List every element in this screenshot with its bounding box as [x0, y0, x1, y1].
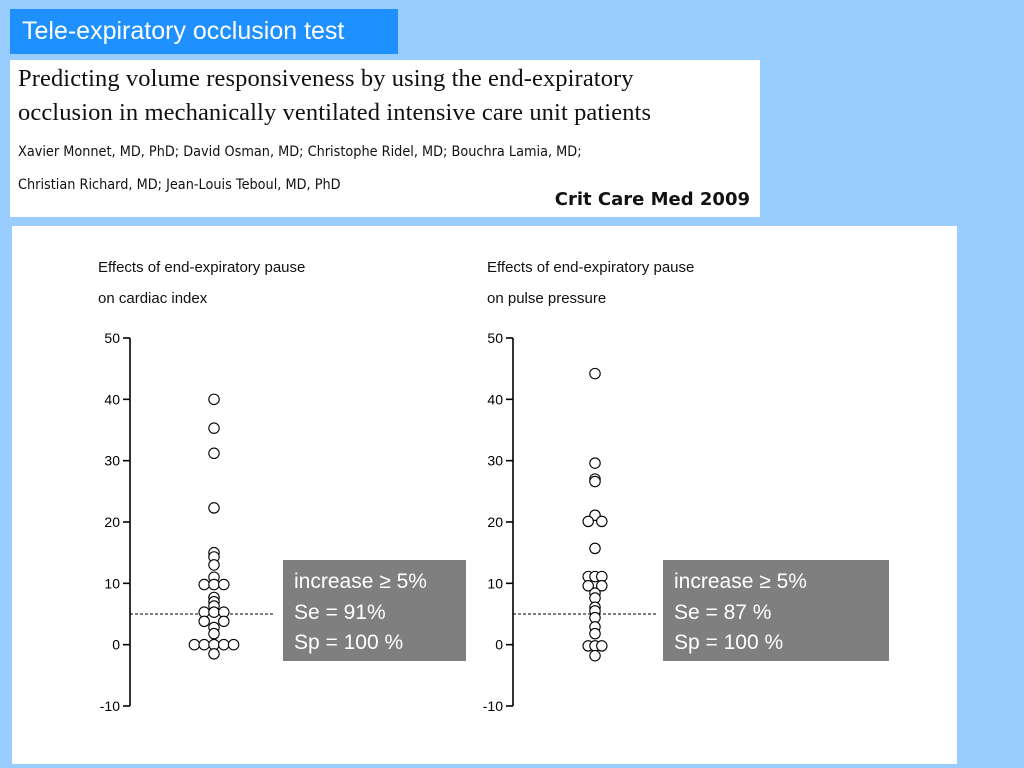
- chart-2-data-point: [596, 580, 608, 592]
- chart-2-caption: Effects of end-expiratory pause on pulse…: [487, 252, 694, 314]
- chart-1-y-tick-label: 40: [104, 391, 120, 407]
- chart-2-data-point: [582, 515, 594, 528]
- chart-1-y-tick-label: 30: [104, 453, 120, 469]
- chart-1-stats-box: increase ≥ 5% Se = 91% Sp = 100 %: [283, 560, 466, 661]
- chart-2-data-point: [596, 515, 608, 528]
- chart-2-stats-sensitivity: Se = 87 %: [674, 600, 772, 624]
- chart-1-data-point: [208, 578, 220, 591]
- authors-line-1: Xavier Monnet, MD, PhD; David Osman, MD;…: [18, 144, 582, 160]
- citation-box: Predicting volume responsiveness by usin…: [10, 60, 760, 217]
- chart-1-data-point: [208, 648, 220, 660]
- chart-2-stats-specificity: Sp = 100 %: [674, 631, 784, 654]
- chart-1-y-tick-label: 20: [104, 514, 120, 530]
- chart-2-stats-box: increase ≥ 5% Se = 87 % Sp = 100 %: [663, 560, 889, 661]
- chart-1-y-tick-label: 50: [104, 330, 120, 346]
- chart-1-data-point: [218, 578, 230, 591]
- authors-line-2: Christian Richard, MD; Jean-Louis Teboul…: [18, 177, 341, 193]
- chart-1-data-point: [198, 578, 210, 591]
- chart-2-y-tick-label: 20: [487, 514, 503, 530]
- chart-2-data-point: [596, 640, 608, 652]
- chart-1-data-point: [227, 638, 240, 651]
- chart-1-data-point: [198, 638, 210, 651]
- chart-1-title-line-2: on cardiac index: [98, 290, 208, 307]
- chart-2-data-point: [589, 475, 601, 488]
- scatter-charts: 50 40 30 20 10 0 -10 50 40 30 20 10 0 -10: [100, 330, 657, 714]
- chart-1-stats-threshold: increase ≥ 5%: [294, 570, 427, 593]
- chart-1-data-point: [218, 638, 230, 651]
- chart-1-y-tick-label: 0: [112, 637, 120, 653]
- chart-1-data-point: [208, 393, 220, 406]
- chart-2-data-point: [582, 580, 594, 592]
- chart-1-title-line-1: Effects of end-expiratory pause: [98, 259, 306, 276]
- slide-title: Tele-expiratory occlusion test: [10, 9, 398, 54]
- chart-2-data-point: [589, 627, 601, 640]
- chart-1-data-point: [198, 615, 210, 628]
- chart-2-title-line-1: Effects of end-expiratory pause: [487, 259, 695, 276]
- chart-2-y-tick-label: -10: [483, 698, 503, 714]
- chart-2-stats-threshold: increase ≥ 5%: [674, 570, 807, 593]
- paper-title-line-2: occlusion in mechanically ventilated int…: [18, 99, 652, 126]
- chart-1-data-point: [208, 627, 220, 640]
- chart-1-y-tick-label: -10: [100, 698, 120, 714]
- chart-2-data-point: [589, 542, 601, 555]
- chart-2-data-point: [589, 649, 601, 662]
- chart-2-y-tick-label: 50: [487, 330, 503, 346]
- chart-2-data-point: [589, 367, 601, 380]
- journal-reference: Crit Care Med 2009: [554, 189, 750, 210]
- chart-2-title-line-2: on pulse pressure: [487, 290, 607, 307]
- chart-2-y-tick-label: 30: [487, 453, 503, 469]
- chart-1-data-point: [208, 559, 220, 571]
- chart-1-data-point: [208, 606, 220, 618]
- chart-1-data-point: [188, 638, 201, 651]
- chart-2-y-tick-label: 0: [495, 637, 503, 653]
- chart-1-data-point: [208, 447, 220, 460]
- chart-1-caption: Effects of end-expiratory pause on cardi…: [98, 252, 305, 314]
- chart-1-stats-sensitivity: Se = 91%: [294, 600, 386, 624]
- chart-2-y-tick-label: 40: [487, 391, 503, 407]
- chart-1-data-point: [208, 422, 220, 434]
- chart-1-data-point: [208, 502, 220, 514]
- chart-1-data-point: [218, 615, 230, 628]
- chart-1-y-tick-label: 10: [104, 575, 120, 591]
- chart-2-data-point: [589, 457, 601, 469]
- chart-2-y-tick-label: 10: [487, 575, 503, 591]
- chart-1-stats-specificity: Sp = 100 %: [294, 631, 404, 654]
- figure-panel: 50 40 30 20 10 0 -10 50 40 30 20 10 0 -10 Effects of …: [12, 226, 957, 764]
- paper-title-line-1: Predicting volume responsiveness by usin…: [18, 65, 634, 92]
